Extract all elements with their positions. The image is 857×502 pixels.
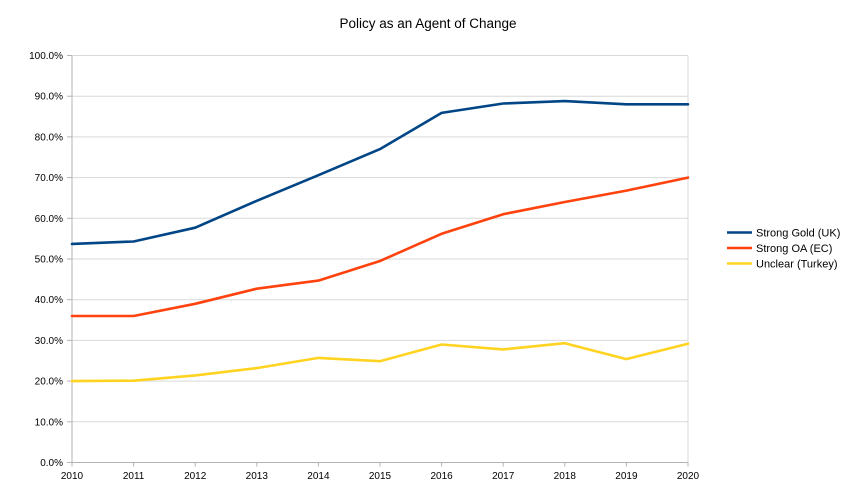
y-axis-label: 10.0% [35,417,63,428]
y-axis-label: 30.0% [35,336,63,347]
series-lines-group [70,99,690,383]
axis-labels-group: 100.0% 90.0% 80.0% 70.0% 60.0% 50.0% 40.0% 30.0… [29,51,699,482]
x-axis-label: 2016 [430,471,453,482]
series-line-1 [70,176,690,318]
y-axis-label: 70.0% [35,173,63,184]
y-axis-label: 0.0% [40,458,63,469]
x-axis-label: 2012 [184,471,207,482]
y-axis-label: 40.0% [35,295,63,306]
y-axis-label: 80.0% [35,132,63,143]
legend-label-2: Unclear (Turkey) [756,258,838,270]
chart-title: Policy as an Agent of Change [339,16,516,31]
y-axis-label: 50.0% [35,255,63,266]
x-axis-label: 2015 [369,471,392,482]
series-line-0 [70,99,690,246]
x-axis-label: 2010 [61,471,84,482]
x-axis-label: 2018 [554,471,577,482]
x-axis-label: 2013 [246,471,269,482]
x-axis-label: 2020 [677,471,700,482]
legend-label-1: Strong OA (EC) [756,243,832,255]
y-axis-label: 90.0% [35,92,63,103]
gridlines-group [72,55,688,463]
x-axis-label: 2014 [307,471,330,482]
series-line-2 [70,341,690,383]
legend-group: Strong Gold (UK) Strong OA (EC) Unclear (T… [727,227,840,270]
x-axis-label: 2011 [123,471,145,482]
legend-label-0: Strong Gold (UK) [756,227,840,239]
y-axis-label: 60.0% [35,214,63,225]
axes-group [67,55,689,467]
x-axis-label: 2019 [615,471,638,482]
y-axis-label: 20.0% [35,377,63,388]
y-axis-label: 100.0% [29,51,63,62]
x-axis-label: 2017 [492,471,515,482]
